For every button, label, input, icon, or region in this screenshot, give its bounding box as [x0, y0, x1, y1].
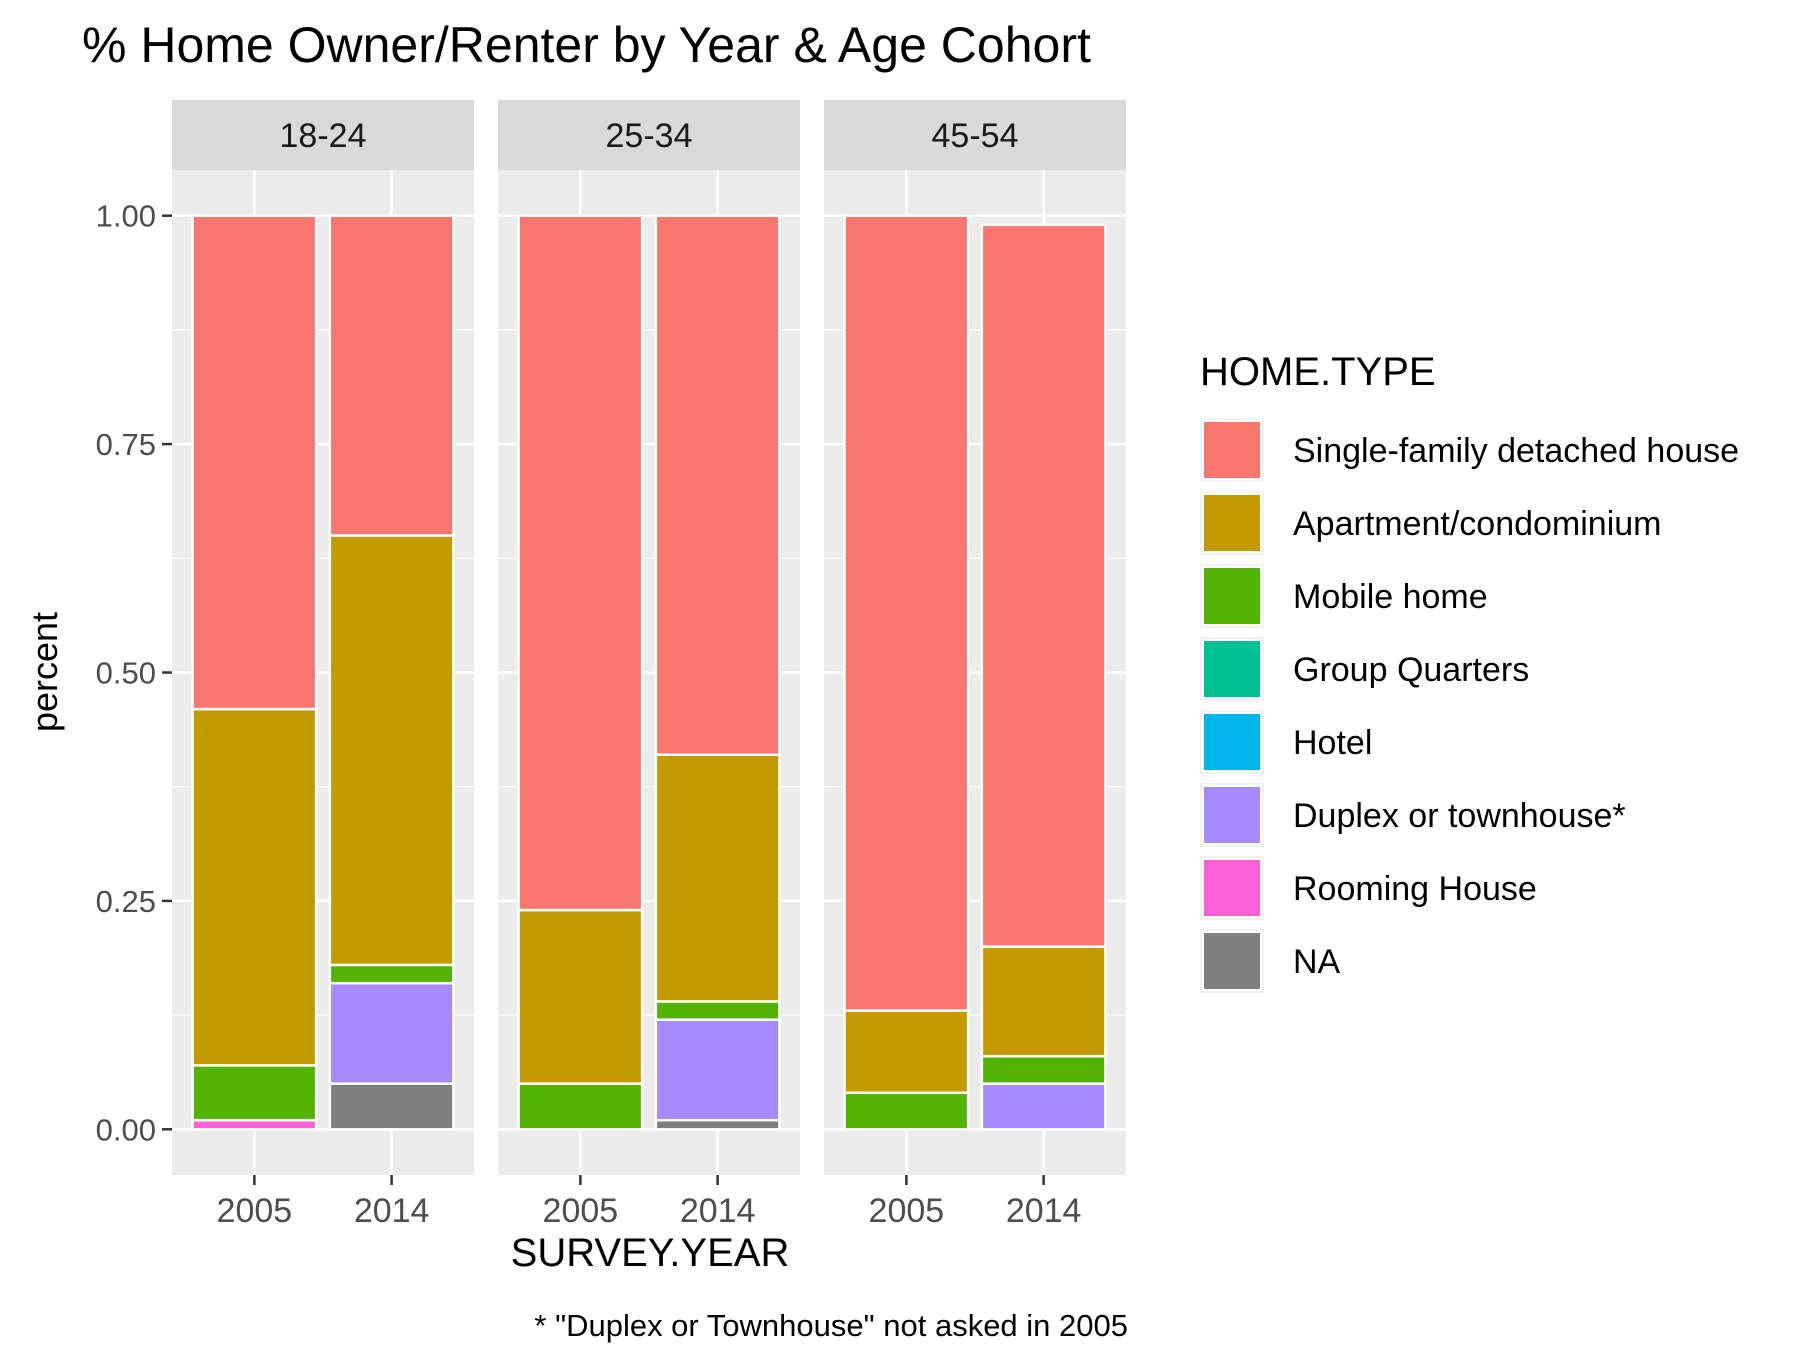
panel-strip-label: 25-34 [606, 117, 693, 155]
legend-swatch [1202, 420, 1262, 480]
legend-label: Rooming House [1293, 870, 1537, 908]
legend: HOME.TYPE Single-family detached house Ap… [1200, 350, 1739, 993]
legend-label: Duplex or townhouse* [1293, 797, 1626, 835]
bar-segment-25-34-2005-mobile [517, 1082, 644, 1131]
legend-swatch [1202, 931, 1262, 991]
bar-segment-45-54-2014-duplex [980, 1082, 1107, 1131]
caption: * "Duplex or Townhouse" not asked in 200… [534, 1308, 1128, 1343]
bar-segment-18-24-2005-apartment [191, 707, 318, 1067]
legend-label: Single-family detached house [1293, 432, 1739, 470]
bar-segment-45-54-2005-single_family [843, 214, 970, 1012]
legend-swatch [1202, 712, 1262, 772]
bar-segment-45-54-2005-mobile [843, 1091, 970, 1131]
bar-segment-25-34-2005-apartment [517, 908, 644, 1085]
bar-segment-45-54-2014-apartment [980, 945, 1107, 1058]
bar-segment-18-24-2014-apartment [328, 534, 455, 967]
y-tick-label: 0.25 [96, 884, 156, 919]
legend-entry-mobile: Mobile home [1200, 564, 1488, 628]
legend-swatch [1202, 493, 1262, 553]
x-tick-label: 2005 [869, 1192, 945, 1230]
y-tick-label: 0.75 [96, 427, 156, 462]
panel-strip-label: 18-24 [280, 117, 367, 155]
bar-segment-18-24-2014-duplex [328, 981, 455, 1085]
panel-18-24: 18-24 2005 2014 [172, 100, 474, 1230]
legend-entries: Single-family detached house Apartment/co… [1200, 418, 1739, 993]
legend-label: Apartment/condominium [1293, 505, 1662, 543]
bar-segment-25-34-2014-duplex [654, 1018, 781, 1122]
y-tick-label: 1.00 [96, 199, 156, 234]
chart-title: % Home Owner/Renter by Year & Age Cohort [82, 17, 1091, 73]
legend-label: Group Quarters [1293, 651, 1529, 689]
bar-segment-18-24-2005-rooming [191, 1118, 318, 1131]
bar-segment-25-34-2014-mobile [654, 1000, 781, 1021]
panel-strip-label: 45-54 [932, 117, 1019, 155]
bar-segment-18-24-2014-single_family [328, 214, 455, 537]
bar-segment-18-24-2014-na [328, 1082, 455, 1131]
panel-strip [498, 100, 800, 170]
y-axis: 0.00 0.25 0.50 0.75 1.00 [96, 199, 172, 1147]
x-tick-label: 2005 [217, 1192, 293, 1230]
y-tick-label: 0.00 [96, 1112, 156, 1147]
x-axis-label: SURVEY.YEAR [511, 1231, 790, 1275]
legend-label: NA [1293, 943, 1341, 981]
legend-entry-na: NA [1200, 929, 1341, 993]
x-tick-label: 2014 [680, 1192, 756, 1230]
legend-entry-apartment: Apartment/condominium [1200, 491, 1662, 555]
bar-segment-25-34-2005-single_family [517, 214, 644, 912]
legend-title: HOME.TYPE [1200, 350, 1436, 394]
panel-strip [172, 100, 474, 170]
legend-entry-hotel: Hotel [1200, 710, 1372, 774]
bar-segment-18-24-2005-single_family [191, 214, 318, 711]
legend-entry-group: Group Quarters [1200, 637, 1529, 701]
legend-entry-rooming: Rooming House [1200, 856, 1537, 920]
legend-label: Hotel [1293, 724, 1372, 762]
panel-strip [824, 100, 1126, 170]
panel-45-54: 45-54 2005 2014 [824, 100, 1126, 1230]
legend-swatch [1202, 566, 1262, 626]
bar-segment-45-54-2005-apartment [843, 1009, 970, 1095]
bar-segment-18-24-2014-mobile [328, 963, 455, 985]
bar-segment-18-24-2005-mobile [191, 1064, 318, 1122]
legend-swatch [1202, 858, 1262, 918]
y-tick-label: 0.50 [96, 656, 156, 691]
bar-segment-45-54-2014-single_family [980, 223, 1107, 948]
x-tick-label: 2005 [543, 1192, 619, 1230]
bar-segment-45-54-2014-mobile [980, 1054, 1107, 1085]
bar-segment-25-34-2014-single_family [654, 214, 781, 756]
legend-swatch [1202, 785, 1262, 845]
legend-entry-single_family: Single-family detached house [1200, 418, 1739, 482]
x-tick-label: 2014 [1006, 1192, 1082, 1230]
panel-25-34: 25-34 2005 2014 [498, 100, 800, 1230]
legend-entry-duplex: Duplex or townhouse* [1200, 783, 1626, 847]
bar-segment-25-34-2014-na [654, 1118, 781, 1131]
panels: 18-24 2005 2014 25-34 2005 2014 45-54 2005 2014 [172, 100, 1126, 1230]
legend-swatch [1202, 639, 1262, 699]
x-tick-label: 2014 [354, 1192, 430, 1230]
y-axis-label: percent [24, 612, 65, 732]
bar-segment-25-34-2014-apartment [654, 753, 781, 1003]
legend-label: Mobile home [1293, 578, 1488, 616]
